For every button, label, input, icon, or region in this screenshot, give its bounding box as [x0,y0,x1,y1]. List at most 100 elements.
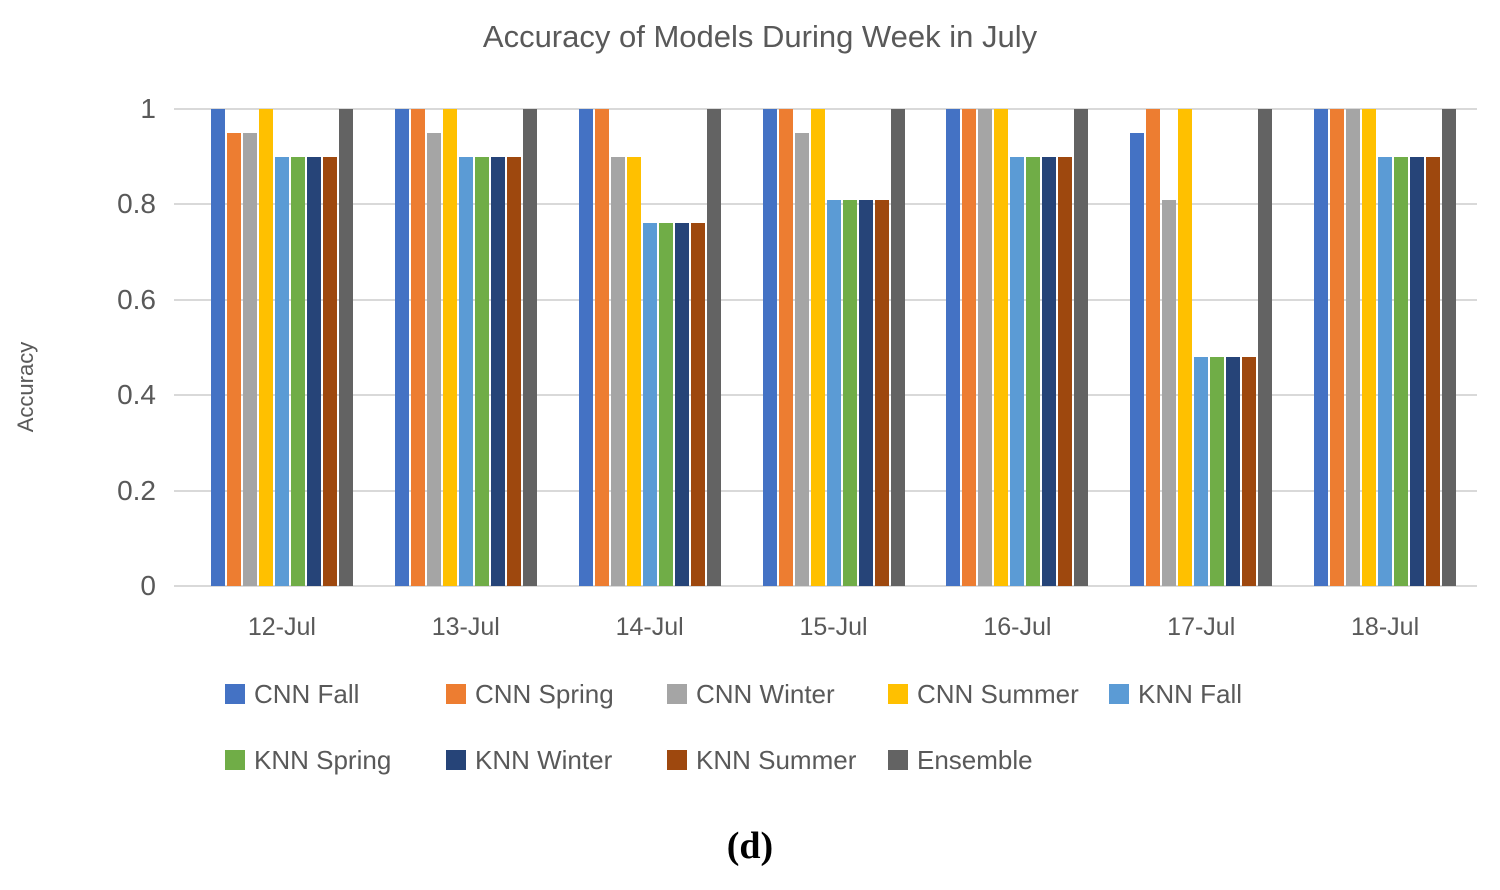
bar [578,109,593,586]
bar [1410,156,1425,586]
bar [626,156,641,586]
bar [1210,357,1225,586]
bar [1226,357,1241,586]
y-tick-mark [174,394,190,397]
legend-label: CNN Fall [254,679,360,709]
bar [978,109,993,586]
bar [306,156,321,586]
legend-swatch [446,750,466,770]
legend-swatch [667,684,687,704]
bar [1362,109,1377,586]
bar [1314,109,1329,586]
bar [1026,156,1041,586]
x-tick-label: 14-Jul [615,613,684,641]
bar [290,156,305,586]
y-tick-label: 0.8 [117,188,156,220]
bar [1178,109,1193,586]
bar [810,109,825,586]
bar [890,109,905,586]
bar [762,109,777,586]
bar [610,156,625,586]
bar [858,199,873,586]
bar [258,109,273,586]
legend-item: Ensemble [888,747,1033,773]
bar-group [374,109,558,586]
y-tick-mark [174,489,190,492]
bar [242,132,257,586]
bar [1074,109,1089,586]
bar [226,132,241,586]
legend-item: KNN Winter [446,747,667,773]
bar [794,132,809,586]
y-tick-mark [174,203,190,206]
bar [458,156,473,586]
legend-swatch [888,684,908,704]
bar [1146,109,1161,586]
y-tick-mark [174,108,190,110]
legend-label: Ensemble [917,745,1033,775]
bar [594,109,609,586]
x-tick-label: 17-Jul [1167,613,1236,641]
bar [1426,156,1441,586]
y-tick-mark [174,298,190,301]
bar [506,156,521,586]
bar [690,223,705,586]
bar [490,156,505,586]
legend-item: CNN Summer [888,681,1109,707]
legend-item: KNN Spring [225,747,446,773]
x-tick-label: 16-Jul [983,613,1052,641]
bar [410,109,425,586]
legend-swatch [446,684,466,704]
y-tick-label: 1 [140,93,156,124]
legend-label: CNN Summer [917,679,1079,709]
bar [1194,357,1209,586]
bar [426,132,441,586]
legend-label: KNN Fall [1138,679,1243,709]
bar-group [742,109,926,586]
bar [658,223,673,586]
bar [1042,156,1057,586]
y-axis-labels: 1 0.8 0.6 0.4 0.2 0 [0,93,156,601]
legend-label: CNN Spring [475,679,614,709]
figure-caption: (d) [726,825,774,867]
legend-item: CNN Winter [667,681,888,707]
bar [706,109,721,586]
legend-swatch [888,750,908,770]
legend-label: KNN Summer [696,745,857,775]
y-tick-label: 0.6 [117,283,156,315]
bar-group [558,109,742,586]
y-tick-label: 0.2 [117,474,156,506]
legend-swatch [225,750,245,770]
bar [1258,109,1273,586]
y-tick-label: 0 [140,570,156,601]
bar-group [925,109,1109,586]
bar [1058,156,1073,586]
x-tick-label: 15-Jul [799,613,868,641]
bar-group [190,109,374,586]
legend-row: KNN Spring KNN Winter KNN Summer Ensemble [225,747,1475,773]
bar [474,156,489,586]
bar [642,223,657,586]
legend-label: KNN Winter [475,745,613,775]
legend-swatch [1109,684,1129,704]
legend-label: KNN Spring [254,745,392,775]
bar [394,109,409,586]
bar [274,156,289,586]
y-axis-tick-marks [174,108,190,587]
legend-swatch [225,684,245,704]
legend-item: KNN Summer [667,747,888,773]
bar [946,109,961,586]
x-axis-labels: 12-Jul 13-Jul 14-Jul 15-Jul 16-Jul 17-Jul 18-J… [190,610,1477,644]
bar [338,109,353,586]
bar [1130,132,1145,586]
legend-swatch [667,750,687,770]
bar-group [1109,109,1293,586]
bar [210,109,225,586]
plot-area [190,108,1477,587]
x-tick-label: 13-Jul [431,613,500,641]
bar [522,109,537,586]
bar-group [1293,109,1477,586]
x-tick-label: 18-Jul [1351,613,1420,641]
bar [1394,156,1409,586]
